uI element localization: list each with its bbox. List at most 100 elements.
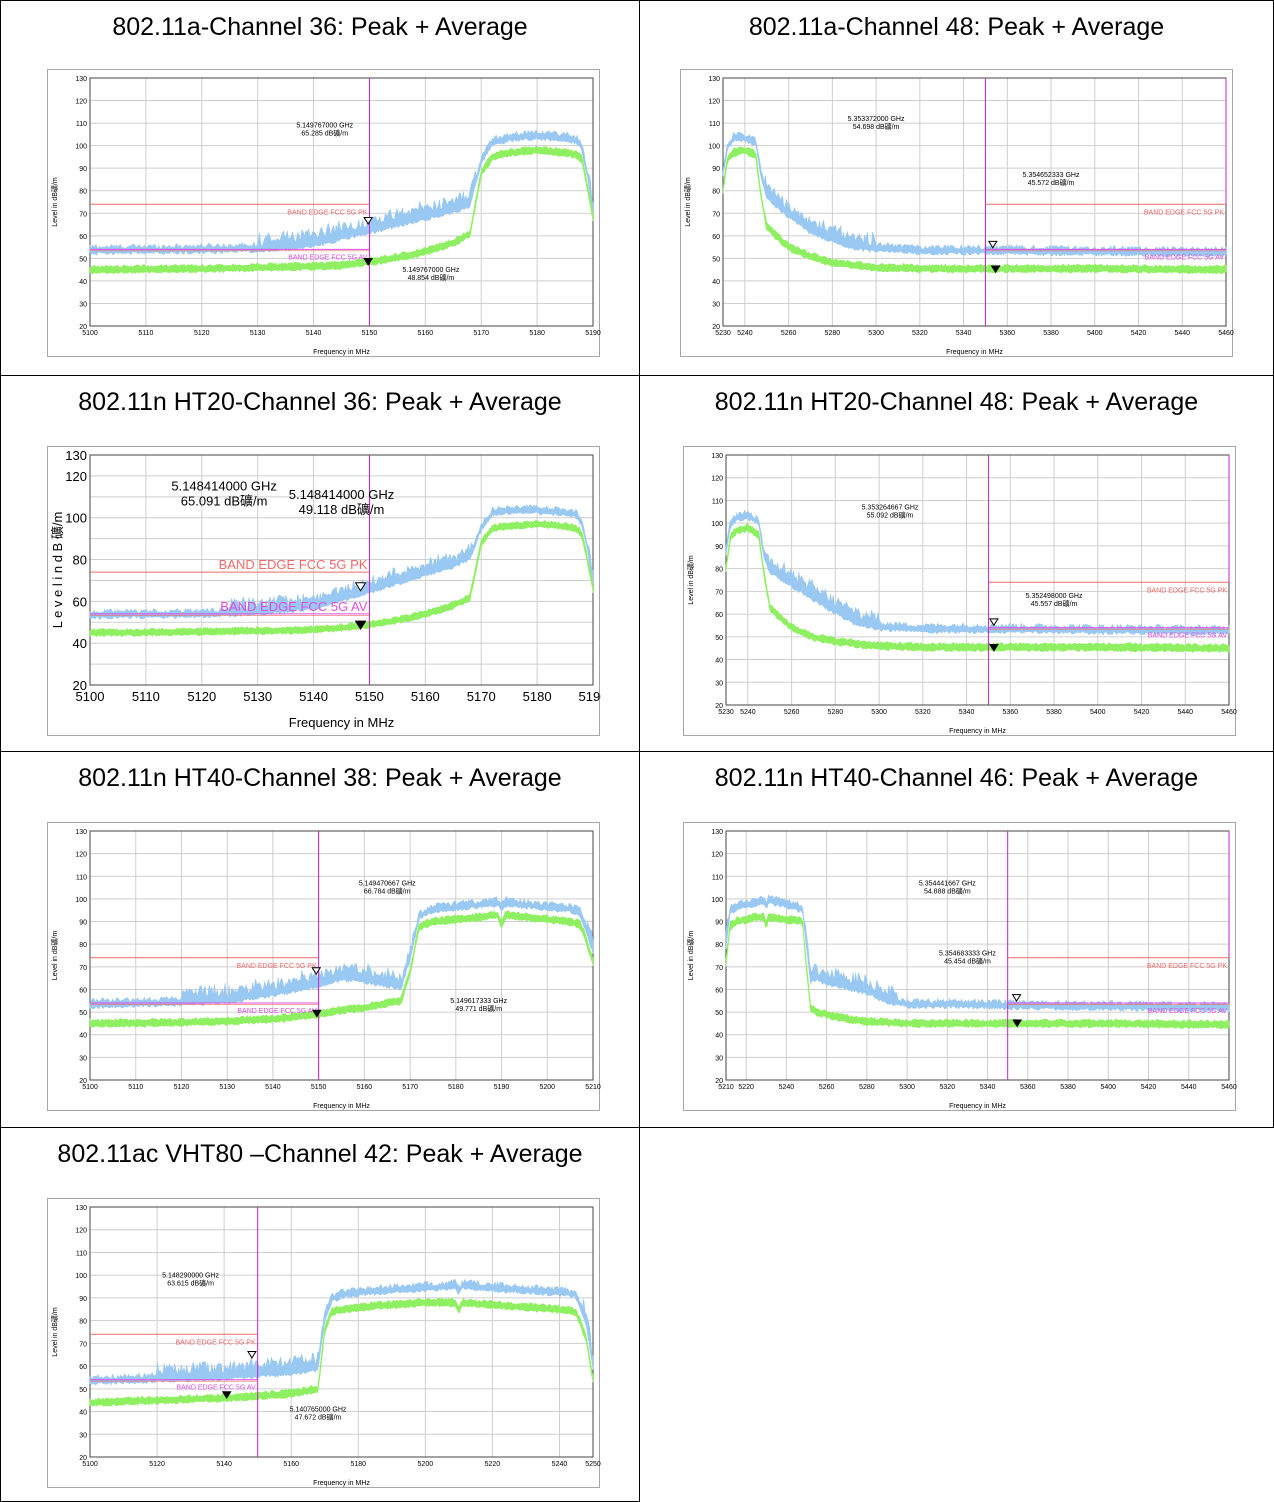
x-tick-label: 5400 [1090, 709, 1106, 716]
y-tick-label: 80 [712, 189, 720, 196]
x-tick-label: 5100 [76, 689, 105, 704]
y-axis-label: Level in dB礦/m [50, 931, 59, 981]
x-axis-label: Frequency in MHz [946, 349, 1003, 356]
x-tick-label: 5140 [306, 330, 322, 337]
y-tick-label: 90 [79, 166, 87, 173]
x-tick-label: 5440 [1174, 330, 1190, 337]
x-tick-label: 5340 [980, 1084, 996, 1091]
limit-label: BAND EDGE FCC 5G PK [1147, 963, 1227, 970]
x-tick-label: 5170 [467, 689, 496, 704]
x-tick-label: 5460 [1218, 330, 1234, 337]
x-tick-label: 5440 [1177, 709, 1193, 716]
avg-marker-triangle [221, 1391, 232, 1400]
chart-svg: 5100 5110 5120 5130 5140 5150 5160 5170 5180 5190… [50, 448, 601, 730]
chart-panel: 5100 5110 5120 5130 5140 5150 5160 5170 5180 5190… [47, 822, 601, 1111]
x-tick-label: 5190 [585, 330, 601, 337]
y-tick-label: 50 [79, 1010, 87, 1017]
limit-label: BAND EDGE FCC 5G AV [1148, 1008, 1228, 1015]
average-trace [725, 522, 1230, 653]
x-tick-label: 5260 [781, 330, 797, 337]
x-tick-label: 5280 [828, 709, 844, 716]
y-tick-label: 50 [715, 635, 723, 642]
x-tick-label: 5140 [265, 1084, 281, 1091]
x-tick-label: 5100 [82, 1461, 98, 1468]
chart-svg: 5100 5110 5120 5130 5140 5150 5160 5170 5180 5190… [50, 829, 601, 1110]
y-tick-label: 80 [715, 567, 723, 574]
x-axis-label: Frequency in MHz [313, 1103, 370, 1110]
chart-title: 802.11n HT20-Channel 48: Peak + Average [714, 388, 1199, 416]
limit-label: BAND EDGE FCC 5G AV [176, 1385, 256, 1392]
y-tick-label: 70 [715, 965, 723, 972]
limit-label: BAND EDGE FCC 5G PK [1147, 587, 1227, 594]
y-tick-label: 90 [712, 166, 720, 173]
chart-title: 802.11a-Channel 48: Peak + Average [748, 13, 1165, 41]
x-tick-label: 5160 [411, 689, 440, 704]
y-tick-label: 70 [712, 211, 720, 218]
x-tick-label: 5300 [899, 1084, 915, 1091]
marker-frequency-label: 5.352498000 GHz [1026, 593, 1083, 600]
y-tick-label: 110 [76, 1250, 87, 1257]
marker-frequency-label: 5.353372000 GHz [848, 116, 905, 123]
marker-frequency-label: 5.353264667 GHz [862, 505, 919, 512]
peak-trace [722, 131, 1227, 258]
limit-label: BAND EDGE FCC 5G AV [237, 1008, 317, 1015]
y-tick-label: 30 [712, 301, 720, 308]
peak-marker-triangle [247, 1350, 257, 1359]
x-tick-label: 5160 [283, 1461, 299, 1468]
y-tick-label: 40 [79, 1033, 87, 1040]
y-tick-label: 120 [711, 476, 723, 483]
y-tick-label: 120 [75, 99, 87, 106]
y-tick-label: 50 [79, 1387, 87, 1394]
y-axis-label: Level in dB礦/m [686, 931, 695, 981]
chart-panel: 5230 5240 5260 5280 5300 5320 5340 5360 5380 5400… [680, 69, 1234, 357]
marker-level-label: 45.572 dB礦/m [1028, 178, 1075, 187]
x-tick-label: 5100 [82, 1084, 98, 1091]
cell-ch36-ht20: 802.11n HT20-Channel 36: Peak + Average … [0, 375, 640, 752]
y-tick-label: 120 [708, 99, 720, 106]
x-tick-label: 5230 [715, 330, 731, 337]
peak-trace [725, 894, 1230, 1013]
avg-marker-triangle [990, 265, 1001, 274]
grid-lines [89, 1206, 594, 1458]
x-tick-label: 5180 [529, 330, 545, 337]
avg-marker-triangle [363, 258, 374, 266]
x-tick-label: 5110 [128, 1084, 143, 1091]
marker-frequency-label: 5.149470667 GHz [359, 880, 416, 887]
chart-svg: 5210 5220 5240 5260 5280 5300 5320 5340 5360 5380… [686, 829, 1237, 1110]
y-tick-label: 90 [79, 1296, 87, 1303]
x-tick-label: 5120 [194, 330, 210, 337]
x-tick-label: 5120 [187, 689, 216, 704]
chart-panel: 5210 5220 5240 5260 5280 5300 5320 5340 5360 5380… [683, 822, 1237, 1111]
marker-frequency-label: 5.149767000 GHz [296, 123, 353, 130]
chart-title: 802.11n HT40-Channel 46: Peak + Average [714, 764, 1199, 792]
x-tick-label: 5130 [219, 1084, 235, 1091]
marker-frequency-label: 5.140765000 GHz [290, 1407, 347, 1414]
peak-marker-triangle [987, 240, 998, 249]
marker-level-label: 49.771 dB礦/m [455, 1004, 502, 1013]
x-tick-label: 5190 [579, 689, 601, 704]
chart-title: 802.11ac VHT80 –Channel 42: Peak + Avera… [57, 1140, 583, 1168]
y-tick-label: 40 [712, 279, 720, 286]
y-tick-label: 110 [709, 121, 720, 128]
y-tick-label: 60 [73, 594, 87, 609]
y-tick-label: 20 [715, 1078, 723, 1085]
plot-frame [722, 77, 1227, 327]
avg-marker-triangle [311, 1009, 322, 1018]
x-tick-label: 5360 [1003, 709, 1019, 716]
y-tick-label: 100 [75, 144, 87, 151]
marker-level-label: 49.118 dB礦/m [299, 502, 385, 517]
x-tick-label: 5360 [1020, 1084, 1036, 1091]
y-tick-label: 30 [79, 1432, 87, 1439]
chart-title: 802.11n HT20-Channel 36: Peak + Average [78, 388, 562, 416]
limit-label: BAND EDGE FCC 5G AV [1148, 633, 1228, 640]
marker-level-label: 47.672 dB礦/m [295, 1413, 342, 1422]
chart-svg: 5100 5110 5120 5130 5140 5150 5160 5170 5180 5190… [50, 76, 601, 356]
chart-svg: 5100 5120 5140 5160 5180 5200 5220 5240 5250 20 30… [50, 1205, 601, 1487]
x-tick-label: 5180 [350, 1461, 366, 1468]
y-tick-label: 60 [715, 612, 723, 619]
y-tick-label: 120 [65, 469, 87, 484]
y-tick-label: 30 [715, 1055, 723, 1062]
grid-lines [722, 77, 1227, 327]
y-tick-label: 90 [715, 544, 723, 551]
